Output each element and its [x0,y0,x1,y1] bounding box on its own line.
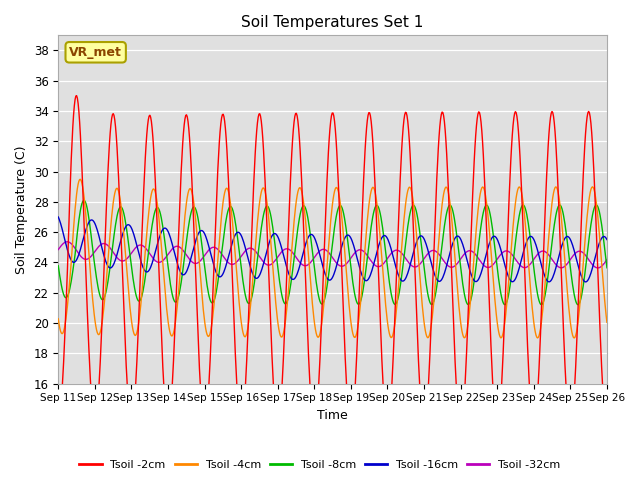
Text: VR_met: VR_met [69,46,122,59]
X-axis label: Time: Time [317,409,348,422]
Title: Soil Temperatures Set 1: Soil Temperatures Set 1 [241,15,424,30]
Legend: Tsoil -2cm, Tsoil -4cm, Tsoil -8cm, Tsoil -16cm, Tsoil -32cm: Tsoil -2cm, Tsoil -4cm, Tsoil -8cm, Tsoi… [75,456,565,474]
Y-axis label: Soil Temperature (C): Soil Temperature (C) [15,145,28,274]
